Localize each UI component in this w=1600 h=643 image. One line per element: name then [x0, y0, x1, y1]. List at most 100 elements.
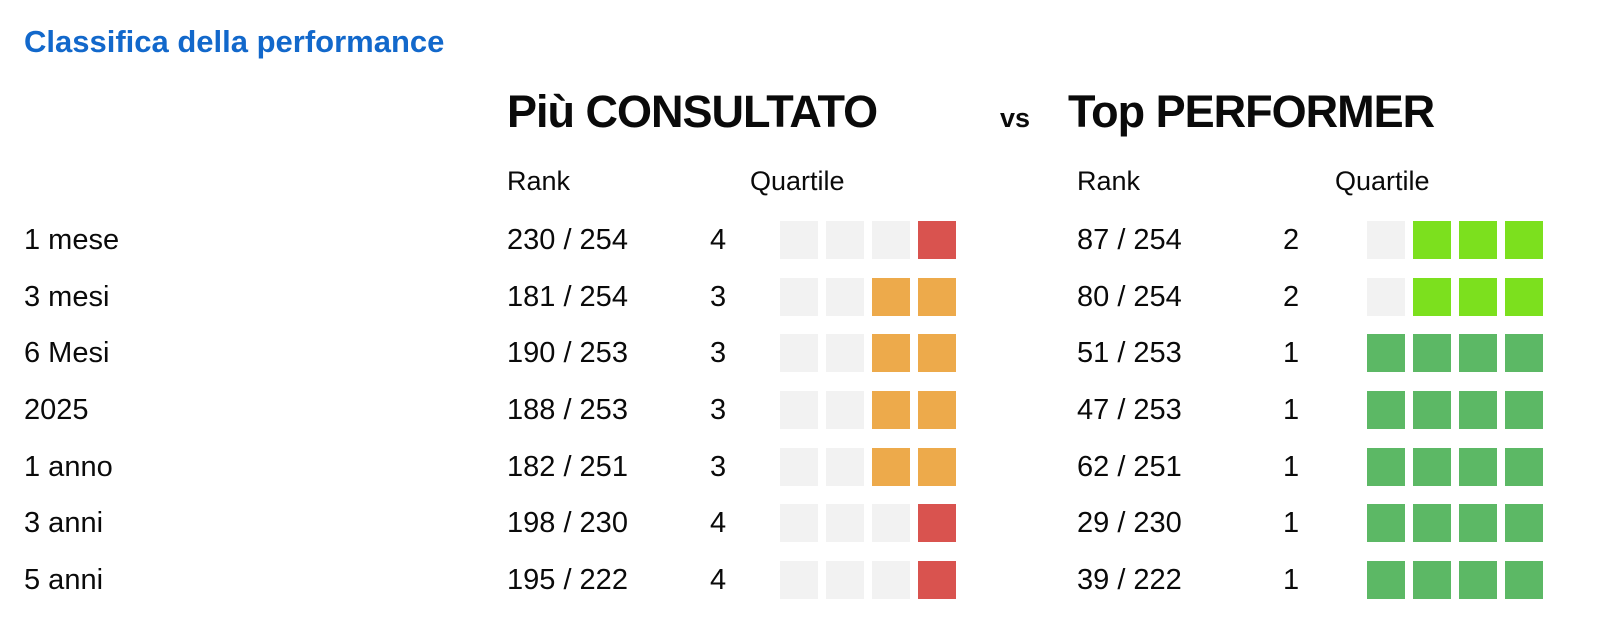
- quartile-square-empty: [826, 278, 864, 316]
- quartile-square-empty: [872, 561, 910, 599]
- quartile-square-empty: [826, 504, 864, 542]
- quartile-square-filled: [918, 221, 956, 259]
- column-header-quartile-performer: Quartile: [1335, 166, 1430, 196]
- performer-rank: 87 / 254: [1077, 224, 1182, 256]
- consultato-quartile-number: 3: [710, 337, 727, 369]
- performer-rank: 39 / 222: [1077, 564, 1182, 596]
- quartile-square-filled: [1505, 278, 1543, 316]
- consultato-quartile-number: 4: [710, 564, 727, 596]
- quartile-square-filled: [1505, 334, 1543, 372]
- quartile-square-filled: [1413, 334, 1451, 372]
- section-header-right-prefix: Top: [1068, 86, 1145, 137]
- quartile-square-empty: [780, 448, 818, 486]
- table-row: 5 anni 195 / 222 4 39 / 222 1: [0, 552, 1600, 608]
- quartile-square-filled: [918, 448, 956, 486]
- period-label: 6 Mesi: [24, 337, 110, 369]
- consultato-quartile-number: 3: [710, 281, 727, 313]
- performer-quartile-squares: [1367, 334, 1543, 372]
- performer-quartile-number: 1: [1283, 451, 1300, 483]
- quartile-square-filled: [1367, 448, 1405, 486]
- table-row: 3 anni 198 / 230 4 29 / 230 1: [0, 495, 1600, 551]
- consultato-quartile-squares: [780, 391, 956, 429]
- period-label: 3 mesi: [24, 281, 110, 313]
- performer-rank: 51 / 253: [1077, 337, 1182, 369]
- table-row: 1 anno 182 / 251 3 62 / 251 1: [0, 439, 1600, 495]
- table-row: 1 mese 230 / 254 4 87 / 254 2: [0, 212, 1600, 268]
- quartile-square-empty: [1367, 278, 1405, 316]
- page-title: Classifica della performance: [24, 24, 445, 59]
- quartile-square-empty: [826, 561, 864, 599]
- consultato-rank: 188 / 253: [507, 394, 628, 426]
- quartile-square-filled: [872, 278, 910, 316]
- quartile-square-filled: [872, 391, 910, 429]
- quartile-square-filled: [1459, 221, 1497, 259]
- quartile-square-filled: [1367, 504, 1405, 542]
- quartile-square-empty: [872, 504, 910, 542]
- table-row: 6 Mesi 190 / 253 3 51 / 253 1: [0, 325, 1600, 381]
- period-label: 5 anni: [24, 564, 104, 596]
- consultato-quartile-number: 3: [710, 451, 727, 483]
- quartile-square-filled: [1413, 504, 1451, 542]
- consultato-quartile-squares: [780, 334, 956, 372]
- consultato-quartile-squares: [780, 561, 956, 599]
- quartile-square-filled: [1505, 448, 1543, 486]
- performer-quartile-number: 1: [1283, 564, 1300, 596]
- performer-quartile-squares: [1367, 448, 1543, 486]
- column-header-rank-performer: Rank: [1077, 166, 1141, 196]
- performer-quartile-squares: [1367, 561, 1543, 599]
- section-header-piu-consultato: Più CONSULTATO: [507, 86, 878, 138]
- quartile-square-empty: [826, 334, 864, 372]
- quartile-square-filled: [1413, 221, 1451, 259]
- quartile-square-empty: [826, 391, 864, 429]
- performer-rank: 62 / 251: [1077, 451, 1182, 483]
- quartile-square-empty: [826, 448, 864, 486]
- consultato-quartile-squares: [780, 278, 956, 316]
- performer-quartile-number: 2: [1283, 224, 1300, 256]
- quartile-square-filled: [1459, 504, 1497, 542]
- period-label: 2025: [24, 394, 89, 426]
- quartile-square-filled: [1367, 561, 1405, 599]
- consultato-rank: 181 / 254: [507, 281, 628, 313]
- quartile-square-filled: [1459, 391, 1497, 429]
- consultato-rank: 230 / 254: [507, 224, 628, 256]
- table-row: 2025 188 / 253 3 47 / 253 1: [0, 382, 1600, 438]
- vs-label: vs: [1000, 103, 1031, 133]
- section-header-right-name: PERFORMER: [1155, 86, 1436, 137]
- consultato-rank: 195 / 222: [507, 564, 628, 596]
- quartile-square-empty: [780, 278, 818, 316]
- consultato-rank: 198 / 230: [507, 507, 628, 539]
- performer-quartile-squares: [1367, 504, 1543, 542]
- consultato-quartile-squares: [780, 504, 956, 542]
- performer-rank: 80 / 254: [1077, 281, 1182, 313]
- quartile-square-filled: [1413, 448, 1451, 486]
- quartile-square-empty: [872, 221, 910, 259]
- column-header-quartile-consultato: Quartile: [750, 166, 845, 196]
- quartile-square-empty: [780, 221, 818, 259]
- consultato-quartile-number: 4: [710, 507, 727, 539]
- period-label: 1 mese: [24, 224, 120, 256]
- quartile-square-empty: [826, 221, 864, 259]
- quartile-square-filled: [1413, 278, 1451, 316]
- quartile-square-filled: [1505, 391, 1543, 429]
- performer-quartile-number: 1: [1283, 507, 1300, 539]
- quartile-square-filled: [918, 504, 956, 542]
- performer-rank: 47 / 253: [1077, 394, 1182, 426]
- period-label: 3 anni: [24, 507, 104, 539]
- quartile-square-empty: [1367, 221, 1405, 259]
- quartile-square-empty: [780, 334, 818, 372]
- quartile-square-filled: [872, 334, 910, 372]
- consultato-rank: 182 / 251: [507, 451, 628, 483]
- quartile-square-filled: [1505, 504, 1543, 542]
- quartile-square-filled: [918, 278, 956, 316]
- quartile-square-filled: [1459, 561, 1497, 599]
- quartile-square-filled: [872, 448, 910, 486]
- quartile-square-filled: [918, 334, 956, 372]
- column-header-rank-consultato: Rank: [507, 166, 571, 196]
- quartile-square-filled: [1459, 448, 1497, 486]
- quartile-square-filled: [1505, 561, 1543, 599]
- quartile-square-filled: [1413, 391, 1451, 429]
- performer-quartile-squares: [1367, 391, 1543, 429]
- quartile-square-filled: [1413, 561, 1451, 599]
